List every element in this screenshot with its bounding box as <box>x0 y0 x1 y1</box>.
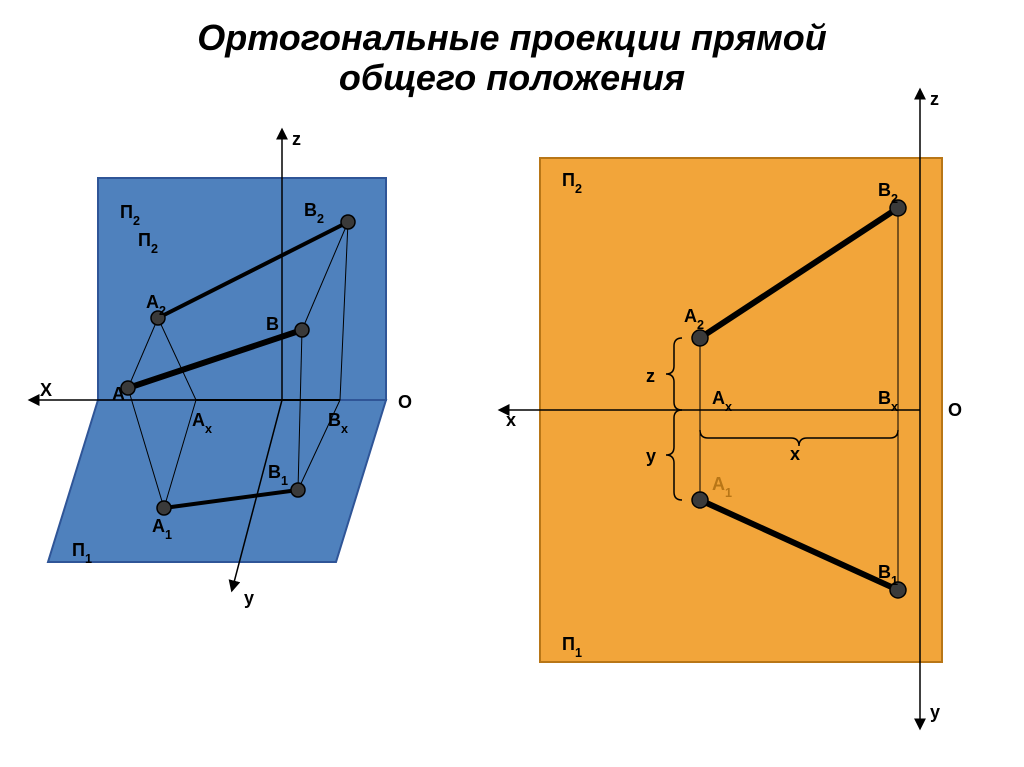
svg-text:z: z <box>930 89 939 109</box>
svg-text:z: z <box>292 129 301 149</box>
svg-text:A: A <box>112 384 125 404</box>
svg-text:y: y <box>646 446 656 466</box>
svg-text:y: y <box>930 702 940 722</box>
svg-text:O: O <box>948 400 962 420</box>
svg-text:O: O <box>398 392 412 412</box>
svg-text:y: y <box>244 588 254 608</box>
svg-text:x: x <box>506 410 516 430</box>
svg-text:B: B <box>266 314 279 334</box>
svg-text:X: X <box>40 380 52 400</box>
svg-text:x: x <box>790 444 800 464</box>
diagram-canvas: П2П2П1zXyOABA2B2A1B1AxBxП2П1zxyOzyxA2B2A… <box>0 0 1024 767</box>
svg-text:z: z <box>646 366 655 386</box>
